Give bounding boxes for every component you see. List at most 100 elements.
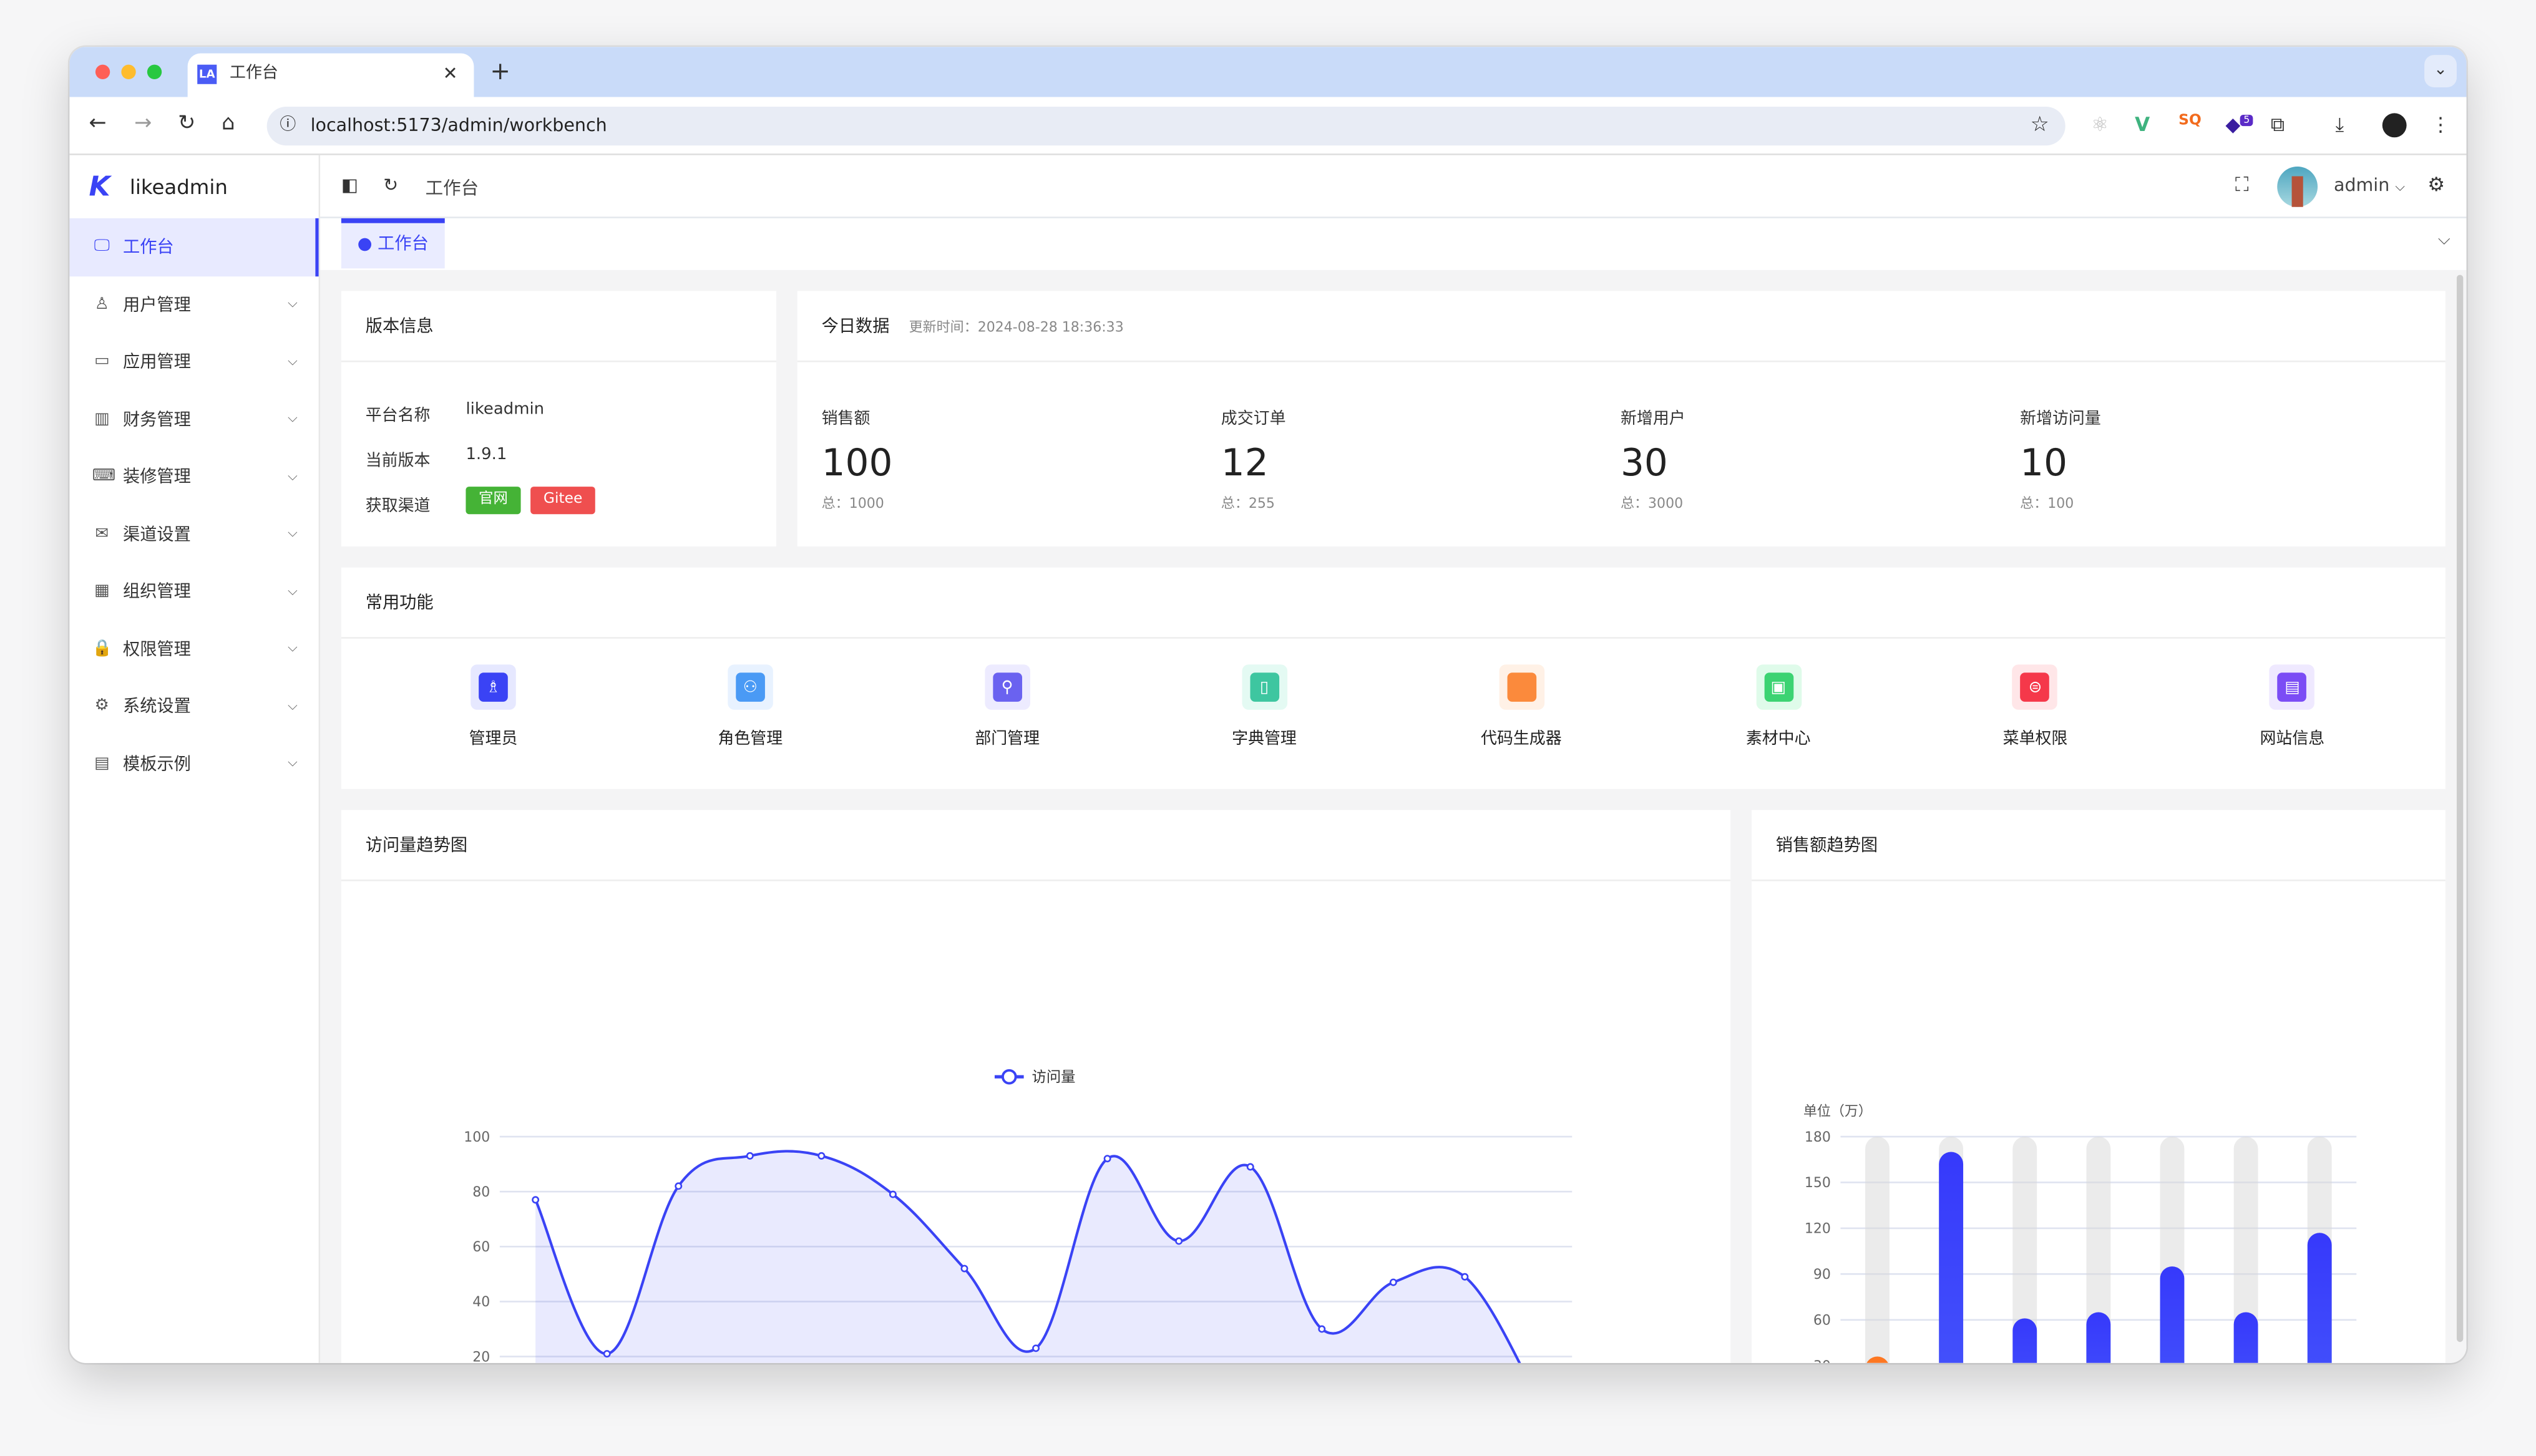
function-icon: ▣ (1755, 664, 1801, 710)
function-shortcut[interactable]: ⚇ 角色管理 (686, 664, 815, 749)
y-tick-label: 150 (1805, 1175, 1831, 1191)
sidebar-item[interactable]: ✉ 渠道设置 ⌵ (69, 505, 318, 563)
main-area: ◧ ↻ 工作台 ⛶ admin ⌵ ⚙ ● 工作台 ⌵ 版本信息 平台名称 lik… (320, 155, 2467, 1363)
data-point[interactable] (960, 1264, 968, 1273)
sidebar-item[interactable]: 🖵 工作台 (69, 218, 319, 276)
function-label: 网站信息 (2260, 730, 2325, 749)
extensions-puzzle-icon[interactable]: ⧉ (2270, 113, 2285, 136)
sidebar-item[interactable]: ▥ 财务管理 ⌵ (69, 391, 318, 448)
sidebar-item-label: 渠道设置 (122, 525, 191, 545)
browser-menu-icon[interactable]: ⋮ (2431, 113, 2451, 136)
new-tab-button[interactable]: + (490, 56, 510, 86)
function-shortcut[interactable]: ⚲ 部门管理 (942, 664, 1071, 749)
sidebar-item[interactable]: ▭ 应用管理 ⌵ (69, 333, 318, 391)
update-time: 更新时间：2024-08-28 18:36:33 (909, 320, 1124, 337)
y-tick-label: 120 (1805, 1221, 1831, 1237)
sales-chart-card: 销售额趋势图 单位（万）030609012015018008/2208/2308… (1751, 810, 2446, 1363)
reload-icon[interactable]: ↻ (178, 111, 196, 136)
function-icon (1498, 664, 1544, 710)
y-axis-unit-label: 单位（万） (1803, 1104, 1872, 1119)
tab-search-chevron-icon[interactable]: ⌄ (2424, 55, 2457, 87)
stat-item: 新增用户 30 总：3000 (1621, 404, 1685, 512)
data-point[interactable] (1032, 1344, 1040, 1352)
bar[interactable] (2307, 1233, 2332, 1363)
stat-label: 销售额 (821, 410, 871, 429)
function-shortcut[interactable]: ⊜ 菜单权限 (1971, 664, 2100, 749)
close-tab-icon[interactable]: ✕ (442, 63, 458, 84)
scrollbar[interactable] (2456, 274, 2464, 1342)
function-shortcut[interactable]: 代码生成器 (1456, 664, 1586, 749)
sidebar-item[interactable]: ▦ 组织管理 ⌵ (69, 563, 318, 620)
bar[interactable] (1939, 1152, 1964, 1363)
download-icon[interactable]: ⤓ (2335, 113, 2344, 136)
bar[interactable] (2160, 1266, 2185, 1363)
browser-tab[interactable]: LA 工作台 ✕ (187, 53, 474, 97)
bar[interactable] (1865, 1356, 1890, 1363)
channel-button[interactable]: 官网 (466, 487, 521, 515)
sidebar-item-label: 组织管理 (122, 582, 191, 602)
sidebar-item[interactable]: 🔒 权限管理 ⌵ (69, 620, 318, 677)
back-icon[interactable]: ← (89, 111, 107, 136)
url-input[interactable]: ⓘ localhost:5173/admin/workbench ☆ (266, 107, 2065, 146)
chart-icon: ▥ (94, 410, 110, 429)
data-point[interactable] (1389, 1278, 1397, 1286)
data-point[interactable] (746, 1152, 754, 1160)
sidebar-item[interactable]: ♙ 用户管理 ⌵ (69, 276, 318, 333)
bar[interactable] (2233, 1312, 2258, 1363)
profile-avatar[interactable] (2382, 113, 2407, 138)
bar[interactable] (2012, 1318, 2037, 1363)
data-point[interactable] (603, 1350, 611, 1358)
sidebar-item[interactable]: ⌨ 装修管理 ⌵ (69, 448, 318, 505)
user-avatar[interactable] (2277, 166, 2318, 207)
site-info-icon[interactable]: ⓘ (280, 116, 296, 135)
stat-item: 销售额 100 总：1000 (821, 404, 893, 512)
function-shortcut[interactable]: ▤ 网站信息 (2228, 664, 2357, 749)
extension-badge: 5 (2240, 115, 2253, 127)
user-menu[interactable]: admin ⌵ (2334, 175, 2405, 196)
data-point[interactable] (675, 1182, 683, 1190)
sq-extension-icon[interactable]: SQ (2178, 113, 2202, 130)
refresh-icon[interactable]: ↻ (383, 174, 399, 196)
close-window-button[interactable] (95, 64, 110, 79)
data-point[interactable] (1461, 1273, 1469, 1281)
page-tab-workbench[interactable]: ● 工作台 (341, 218, 445, 269)
fullscreen-icon[interactable]: ⛶ (2235, 173, 2249, 196)
logo-k-icon: K (89, 170, 110, 203)
data-point[interactable] (1175, 1237, 1183, 1245)
y-tick-label: 30 (1813, 1359, 1831, 1363)
bar[interactable] (2086, 1312, 2111, 1363)
y-tick-label: 100 (464, 1130, 490, 1145)
function-shortcut[interactable]: ▣ 素材中心 (1714, 664, 1843, 749)
data-point[interactable] (1246, 1163, 1254, 1171)
home-icon[interactable]: ⌂ (222, 111, 235, 136)
sidebar-item[interactable]: ⚙ 系统设置 ⌵ (69, 677, 318, 735)
legend-label[interactable]: 访问量 (1032, 1069, 1076, 1085)
data-point[interactable] (1103, 1155, 1111, 1163)
react-devtools-icon[interactable]: ⚛ (2091, 113, 2109, 136)
data-point[interactable] (817, 1152, 826, 1160)
chevron-down-icon: ⌵ (288, 755, 298, 770)
y-tick-label: 80 (472, 1185, 490, 1200)
bar-background (1865, 1137, 1890, 1363)
function-shortcut[interactable]: ♗ 管理员 (429, 664, 558, 749)
tabs-dropdown-icon[interactable]: ⌵ (2437, 231, 2451, 250)
card-header: 今日数据 更新时间：2024-08-28 18:36:33 (797, 291, 2446, 362)
minimize-window-button[interactable] (121, 64, 136, 79)
sidebar-item[interactable]: ▤ 模板示例 ⌵ (69, 735, 318, 792)
maximize-window-button[interactable] (147, 64, 162, 79)
data-point[interactable] (1318, 1325, 1326, 1333)
data-point[interactable] (889, 1190, 897, 1198)
stack-extension-icon[interactable]: ◆ 5 (2225, 113, 2253, 136)
channel-button[interactable]: Gitee (530, 487, 596, 515)
card-title: 今日数据 (821, 316, 890, 337)
vue-devtools-icon[interactable]: V (2135, 113, 2150, 136)
settings-gear-icon[interactable]: ⚙ (2427, 173, 2446, 196)
forward-icon[interactable]: → (134, 111, 152, 136)
browser-tab-bar: LA 工作台 ✕ + ⌄ (69, 47, 2467, 97)
bookmark-star-icon[interactable]: ☆ (2030, 113, 2049, 138)
collapse-sidebar-icon[interactable]: ◧ (341, 174, 358, 196)
function-shortcut[interactable]: ▯ 字典管理 (1199, 664, 1329, 749)
function-icon: ▤ (2270, 664, 2315, 710)
data-point[interactable] (532, 1196, 540, 1204)
